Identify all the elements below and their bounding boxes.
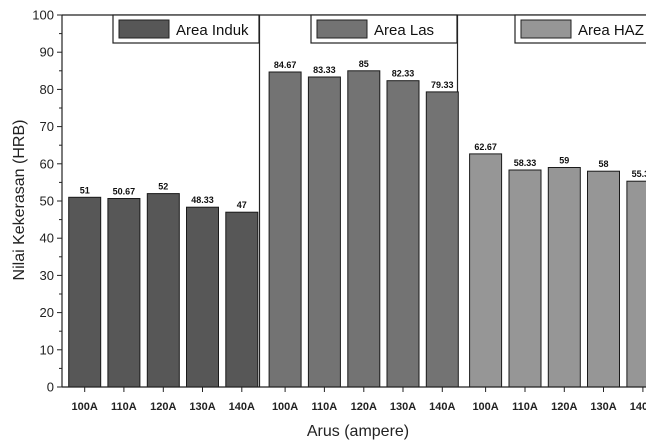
- bar: [508, 169, 542, 388]
- bar: [386, 80, 420, 388]
- x-tick-label: 130A: [189, 401, 215, 413]
- legend-item: Area Las: [310, 14, 458, 44]
- bar: [225, 211, 259, 388]
- x-tick-label: 110A: [312, 401, 338, 413]
- x-tick-label: 120A: [150, 401, 176, 413]
- y-tick-label: 30: [40, 268, 54, 283]
- legend-item: Area HAZ: [514, 14, 646, 44]
- x-tick-label: 140A: [429, 401, 455, 413]
- bar: [107, 198, 141, 388]
- x-tick-label: 100A: [272, 401, 298, 413]
- x-tick-label: 130A: [590, 401, 616, 413]
- legend-swatch: [118, 19, 170, 39]
- bar: [268, 71, 302, 388]
- data-label: 50.67: [113, 187, 136, 197]
- chart-bars: 51 50.67 52 48.33 47 84.67 83.33 85 82.33 79.33 62…: [68, 59, 646, 388]
- y-axis-title: Nilai Kekerasan (HRB): [11, 120, 28, 281]
- bar: [186, 206, 219, 388]
- legend-swatch: [316, 19, 368, 39]
- legend-label: Area Induk: [176, 22, 249, 39]
- bar: [307, 76, 341, 388]
- y-tick-label: 60: [40, 156, 54, 171]
- x-tick-label: 120A: [551, 401, 577, 413]
- y-tick-label: 90: [40, 45, 54, 60]
- x-tick-label: 110A: [512, 401, 538, 413]
- legend-swatch: [520, 19, 572, 39]
- y-tick-label: 0: [47, 380, 54, 395]
- chart-panels: Area Induk Area Las Area HAZ: [62, 14, 646, 387]
- x-tick-label: 140A: [630, 401, 646, 413]
- bar: [425, 91, 459, 388]
- data-label: 82.33: [392, 69, 415, 79]
- x-tick-label: 100A: [72, 401, 98, 413]
- x-tick-label: 110A: [111, 401, 137, 413]
- data-label: 51: [80, 185, 90, 195]
- data-label: 52: [158, 182, 168, 192]
- data-label: 58: [598, 159, 608, 169]
- data-label: 85: [359, 59, 369, 69]
- legend-label: Area HAZ: [578, 22, 644, 39]
- legend-label: Area Las: [374, 22, 434, 39]
- x-tick-label: 100A: [472, 401, 498, 413]
- bar: [68, 196, 102, 388]
- bar: [626, 180, 646, 388]
- x-tick-label: 130A: [390, 401, 416, 413]
- bar: [146, 193, 180, 388]
- data-label: 84.67: [274, 60, 297, 70]
- data-label: 83.33: [313, 65, 336, 75]
- legend-item: Area Induk: [112, 14, 260, 44]
- data-label: 62.67: [474, 142, 497, 152]
- y-tick-label: 70: [40, 119, 54, 134]
- data-label: 48.33: [191, 195, 214, 205]
- y-tick-label: 50: [40, 194, 54, 209]
- x-tick-label: 140A: [229, 401, 255, 413]
- y-tick-label: 100: [32, 8, 54, 23]
- chart-axes: 100A 110A 120A 130A 140A 100A 110A 120A 130A 140A…: [32, 8, 646, 413]
- data-label: 59: [559, 156, 569, 166]
- data-label: 58.33: [514, 158, 537, 168]
- data-label: 47: [237, 200, 247, 210]
- bar: [469, 153, 503, 388]
- y-tick-label: 80: [40, 82, 54, 97]
- x-tick-label: 120A: [351, 401, 377, 413]
- bar: [547, 167, 581, 388]
- bar: [347, 70, 381, 388]
- y-tick-label: 10: [40, 342, 54, 357]
- y-tick-label: 20: [40, 305, 54, 320]
- data-label: 79.33: [431, 80, 454, 90]
- bar: [587, 170, 620, 388]
- x-axis-title: Arus (ampere): [307, 423, 409, 440]
- y-tick-label: 40: [40, 231, 54, 246]
- data-label: 55.33: [632, 169, 646, 179]
